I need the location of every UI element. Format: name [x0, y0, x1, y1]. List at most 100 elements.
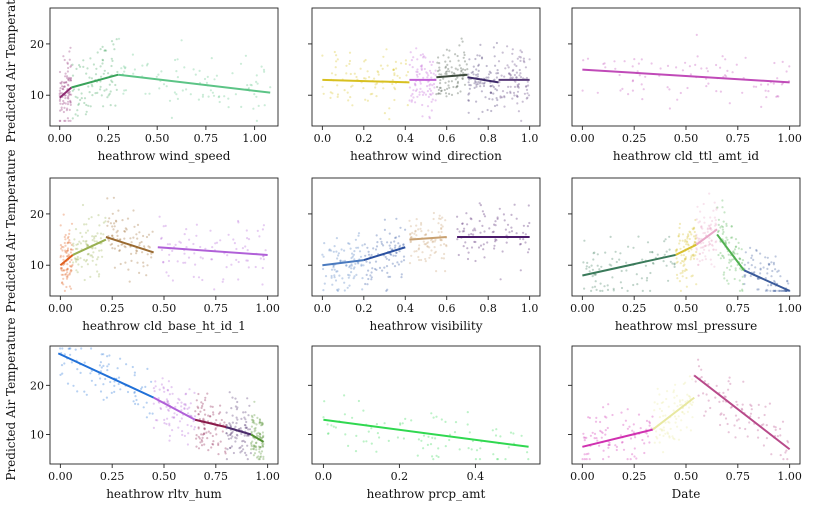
data-point: [95, 263, 98, 266]
data-point: [709, 227, 712, 230]
data-point: [250, 425, 253, 428]
data-point: [428, 84, 431, 87]
data-point: [733, 248, 737, 251]
data-point: [587, 416, 590, 419]
data-point: [786, 439, 789, 443]
data-point: [74, 228, 78, 231]
data-point: [608, 443, 611, 446]
data-point: [375, 245, 379, 248]
data-point: [252, 454, 255, 457]
data-point: [184, 261, 187, 264]
data-point: [129, 237, 132, 240]
data-point: [756, 288, 759, 291]
data-point: [254, 442, 258, 445]
data-point: [386, 271, 389, 274]
data-point: [649, 251, 652, 254]
data-point: [478, 202, 481, 205]
data-point: [485, 76, 488, 79]
data-point: [719, 226, 722, 229]
data-point: [336, 95, 339, 98]
data-point: [683, 263, 686, 266]
data-point: [499, 96, 502, 99]
data-point: [511, 76, 514, 79]
data-point: [370, 271, 373, 274]
data-point: [336, 84, 339, 87]
data-point: [332, 266, 335, 269]
data-point: [69, 353, 72, 356]
x-tick-label: 0.4: [397, 132, 415, 145]
data-point: [69, 270, 72, 273]
data-point: [204, 396, 207, 399]
data-point: [710, 243, 714, 246]
data-point: [163, 390, 166, 393]
data-point: [145, 401, 148, 404]
data-point: [117, 209, 120, 212]
data-point: [414, 229, 417, 232]
data-point: [452, 72, 455, 75]
data-point: [164, 224, 167, 227]
data-point: [431, 60, 435, 64]
data-point: [747, 261, 750, 264]
data-point: [80, 347, 83, 350]
data-point: [109, 380, 112, 384]
data-point: [150, 380, 153, 383]
data-point: [681, 233, 685, 236]
data-point: [519, 49, 522, 52]
data-point: [351, 104, 354, 107]
x-axis-label: heathrow cld_ttl_amt_id: [613, 149, 759, 163]
data-point: [707, 224, 710, 227]
data-point: [764, 289, 768, 292]
series-line-2: [72, 238, 107, 256]
data-point: [204, 413, 207, 416]
data-point: [87, 85, 90, 88]
data-point: [527, 94, 531, 97]
scatter-points: [321, 37, 531, 122]
data-point: [504, 67, 507, 70]
data-point: [259, 452, 262, 455]
data-point: [452, 85, 455, 89]
data-point: [63, 241, 66, 245]
data-point: [111, 225, 114, 228]
data-point: [235, 437, 238, 440]
data-point: [435, 270, 438, 273]
data-point: [722, 255, 725, 258]
data-point: [362, 409, 365, 412]
data-point: [779, 454, 782, 457]
data-point: [360, 263, 363, 266]
data-point: [212, 413, 215, 416]
data-point: [375, 82, 379, 85]
data-point: [332, 264, 335, 267]
data-point: [146, 62, 149, 65]
data-point: [774, 268, 777, 271]
data-point: [489, 91, 492, 94]
data-point: [447, 80, 450, 83]
data-point: [71, 248, 74, 251]
data-point: [66, 91, 70, 95]
data-point: [117, 37, 121, 40]
data-point: [262, 442, 265, 446]
data-point: [347, 444, 350, 447]
data-point: [246, 249, 249, 252]
data-point: [111, 59, 114, 63]
data-point: [70, 243, 73, 246]
data-point: [719, 66, 722, 69]
data-point: [404, 62, 407, 65]
data-point: [371, 92, 374, 95]
data-point: [90, 216, 93, 219]
data-point: [778, 289, 781, 292]
data-point: [234, 440, 237, 443]
data-point: [68, 108, 71, 111]
data-point: [724, 395, 727, 398]
data-point: [520, 434, 523, 437]
data-point: [171, 392, 174, 395]
scatter-points: [58, 37, 272, 122]
data-point: [621, 441, 624, 444]
data-point: [750, 256, 753, 260]
data-point: [674, 383, 677, 386]
data-point: [418, 244, 421, 247]
data-point: [162, 225, 165, 228]
data-point: [383, 228, 386, 231]
data-point: [223, 95, 226, 98]
data-point: [601, 289, 604, 292]
data-point: [515, 217, 518, 220]
